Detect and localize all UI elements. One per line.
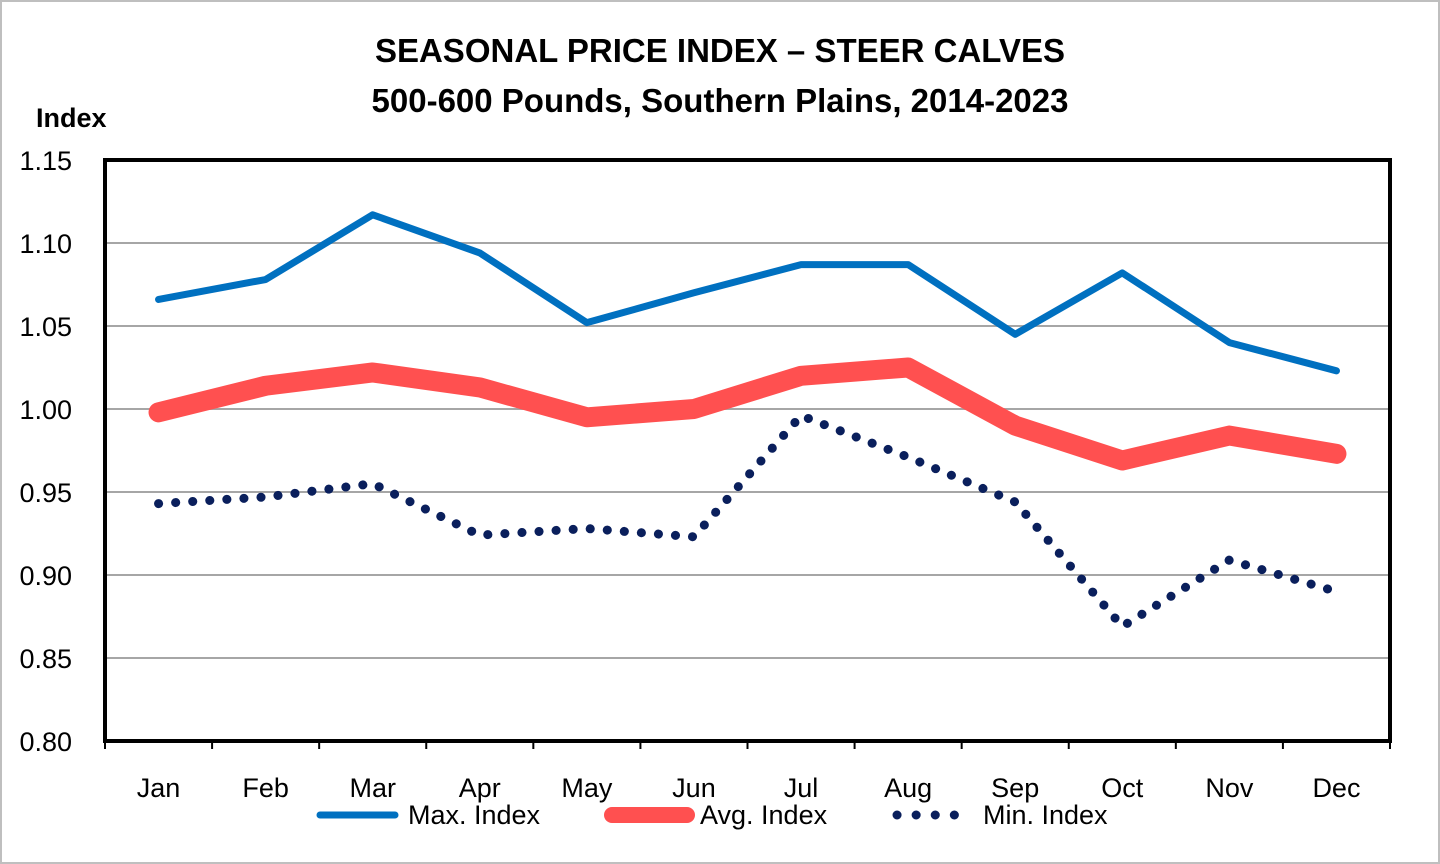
legend-label: Min. Index [983,800,1108,830]
y-axis-label: Index [36,103,107,133]
legend-label: Max. Index [408,800,541,830]
y-tick-label: 0.90 [19,561,72,591]
y-tick-label: 0.80 [19,727,72,757]
x-tick-label: Mar [349,773,396,803]
x-tick-label: Dec [1312,773,1360,803]
y-tick-label: 1.05 [19,312,72,342]
chart-subtitle: 500-600 Pounds, Southern Plains, 2014-20… [372,82,1069,119]
x-tick-label: Jun [672,773,716,803]
series-line-avg-index [148,357,1347,471]
y-tick-label: 1.15 [19,146,72,176]
x-tick-label: Nov [1205,773,1254,803]
y-tick-label: 0.95 [19,478,72,508]
series-line-min-index [154,411,1341,631]
x-tick-label: Oct [1101,773,1144,803]
x-tick-label: Sep [991,773,1039,803]
legend-label: Avg. Index [700,800,828,830]
x-tick-label: Feb [242,773,289,803]
y-tick-label: 0.85 [19,644,72,674]
x-tick-label: May [561,773,613,803]
x-tick-label: Jan [137,773,181,803]
chart-title: SEASONAL PRICE INDEX – STEER CALVES [375,32,1065,69]
series-line-max-index [155,211,1340,375]
y-tick-label: 1.00 [19,395,72,425]
y-tick-label: 1.10 [19,229,72,259]
x-tick-label: Aug [884,773,932,803]
x-tick-label: Jul [784,773,819,803]
x-tick-label: Apr [459,773,501,803]
